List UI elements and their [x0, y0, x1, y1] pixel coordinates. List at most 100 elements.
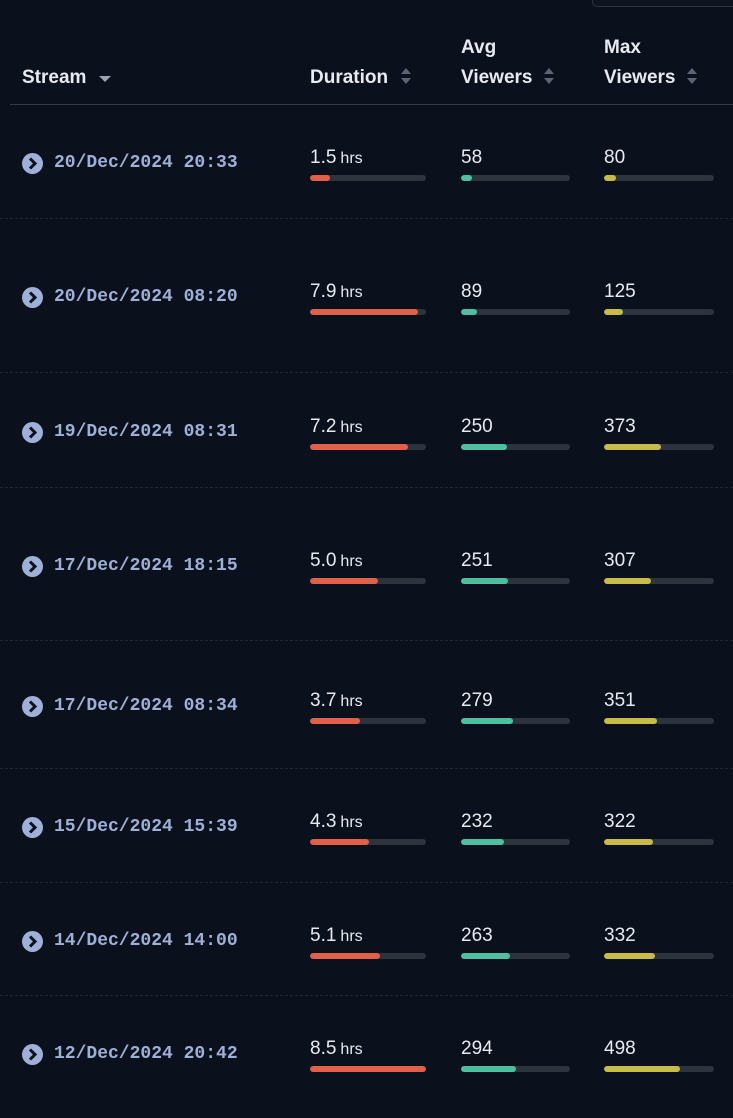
- bar-fill: [310, 309, 418, 315]
- bar-fill: [604, 577, 651, 584]
- bar-track: [604, 952, 714, 959]
- duration-value: 5.0 hrs: [310, 550, 363, 572]
- bar-track: [604, 175, 714, 181]
- avg-value: 279: [461, 690, 493, 712]
- duration-value: 7.9 hrs: [310, 281, 363, 303]
- value-text: 3.7: [310, 690, 337, 711]
- stream-link[interactable]: 19/Dec/2024 08:31: [54, 421, 238, 442]
- duration-value: 4.3 hrs: [310, 811, 363, 833]
- value-text: 5.0: [310, 549, 337, 571]
- bar-fill: [310, 718, 361, 724]
- row-divider: [0, 995, 733, 996]
- header-duration[interactable]: Duration: [310, 63, 413, 93]
- value-text: 250: [461, 415, 493, 437]
- value-text: 322: [604, 811, 636, 832]
- header-text: Max Viewers: [604, 37, 676, 88]
- value-text: 7.9: [310, 281, 337, 302]
- stream-link[interactable]: 17/Dec/2024 18:15: [54, 555, 238, 576]
- max-value: 125: [604, 281, 636, 303]
- unit-text: hrs: [340, 552, 363, 570]
- expand-icon[interactable]: [22, 930, 43, 957]
- unit-text: hrs: [340, 150, 363, 167]
- header-text: Duration: [310, 67, 389, 88]
- row-divider: [0, 372, 733, 373]
- bar-fill: [310, 1065, 426, 1072]
- bar-fill: [310, 175, 331, 181]
- bar-fill: [461, 309, 478, 315]
- chevron: [22, 1043, 43, 1065]
- value-text: 232: [461, 811, 493, 832]
- duration-value: 5.1 hrs: [310, 925, 363, 947]
- value-text: 7.2: [310, 415, 337, 437]
- stream-link[interactable]: 20/Dec/2024 20:33: [54, 153, 238, 173]
- value-text: 351: [604, 690, 636, 711]
- bar-track: [461, 175, 570, 181]
- unit-text: hrs: [340, 693, 363, 710]
- header-avg[interactable]: Avg Viewers: [461, 33, 571, 93]
- header-max[interactable]: Max Viewers: [604, 33, 714, 93]
- bar-track: [310, 309, 426, 315]
- value-text: 125: [604, 281, 636, 302]
- expand-icon[interactable]: [22, 287, 43, 313]
- chevron: [22, 421, 43, 443]
- max-value: 322: [604, 811, 636, 833]
- value-text: 373: [604, 415, 636, 437]
- expand-icon[interactable]: [22, 555, 43, 582]
- avg-value: 89: [461, 281, 482, 303]
- bar-track: [310, 952, 426, 959]
- max-value: 351: [604, 690, 636, 712]
- bar-track: [461, 839, 570, 845]
- bar-fill: [604, 309, 624, 315]
- value-text: 332: [604, 924, 636, 946]
- bar-track: [461, 718, 570, 724]
- expand-icon[interactable]: [22, 421, 43, 448]
- expand-icon[interactable]: [22, 1043, 43, 1070]
- bar-fill: [604, 952, 655, 959]
- max-value: 80: [604, 147, 625, 169]
- stream-link[interactable]: 17/Dec/2024 08:34: [54, 696, 238, 716]
- stream-link[interactable]: 20/Dec/2024 08:20: [54, 287, 238, 307]
- stream-link[interactable]: 14/Dec/2024 14:00: [54, 930, 238, 951]
- row-divider: [0, 882, 733, 883]
- header-divider: [10, 104, 733, 105]
- bar-track: [461, 443, 570, 450]
- row-divider: [0, 487, 733, 488]
- header-text: Avg Viewers: [461, 37, 533, 88]
- duration-value: 1.5 hrs: [310, 147, 363, 169]
- header-stream[interactable]: Stream: [22, 63, 112, 93]
- stream-link[interactable]: 12/Dec/2024 20:42: [54, 1043, 238, 1064]
- sort-icon: [98, 76, 111, 82]
- value-text: 8.5: [310, 1037, 337, 1059]
- max-value: 307: [604, 550, 636, 572]
- bar-fill: [310, 577, 379, 584]
- stream-link[interactable]: 15/Dec/2024 15:39: [54, 817, 238, 837]
- value-text: 1.5: [310, 147, 337, 168]
- bar-track: [461, 309, 570, 315]
- duration-value: 3.7 hrs: [310, 690, 363, 712]
- row-divider: [0, 218, 733, 219]
- avg-value: 250: [461, 416, 493, 438]
- value-text: 307: [604, 549, 636, 571]
- expand-icon[interactable]: [22, 817, 43, 843]
- chevron: [22, 930, 43, 952]
- bar-fill: [604, 443, 661, 450]
- bar-track: [461, 1065, 570, 1072]
- bar-track: [604, 718, 714, 724]
- expand-icon[interactable]: [22, 153, 43, 179]
- duration-value: 7.2 hrs: [310, 416, 363, 438]
- value-text: 89: [461, 281, 483, 302]
- value-text: 498: [604, 1037, 636, 1059]
- bar-track: [604, 577, 714, 584]
- bar-track: [604, 1065, 714, 1072]
- unit-text: hrs: [340, 814, 363, 831]
- bar-track: [461, 952, 570, 959]
- bar-fill: [461, 718, 513, 724]
- value-text: 58: [461, 147, 483, 168]
- expand-icon[interactable]: [22, 696, 43, 722]
- value-text: 263: [461, 924, 493, 946]
- value-text: 5.1: [310, 924, 337, 946]
- value-text: 251: [461, 549, 493, 571]
- chevron: [22, 817, 43, 838]
- max-value: 373: [604, 416, 636, 438]
